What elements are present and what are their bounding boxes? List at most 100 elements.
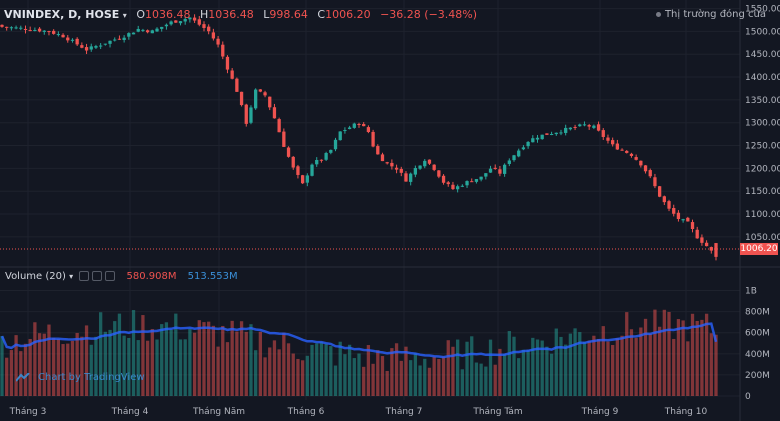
close-icon[interactable]	[105, 271, 116, 281]
volume-bar	[94, 336, 98, 396]
volume-bar	[291, 353, 295, 396]
candle-body	[211, 32, 216, 39]
volume-bar	[254, 350, 258, 396]
candle-body	[512, 155, 516, 161]
volume-bar	[695, 320, 699, 396]
price-tick-label: 1300.00	[745, 119, 780, 129]
candle-body	[300, 175, 305, 184]
volume-bar	[573, 328, 577, 396]
volume-bar	[70, 340, 75, 396]
symbol-label[interactable]: VNINDEX, D, HOSE	[4, 8, 120, 21]
volume-bar	[305, 355, 309, 396]
volume-bar	[592, 335, 596, 396]
volume-ma-line	[0, 322, 718, 359]
candle-body	[427, 159, 432, 164]
volume-bar	[310, 344, 314, 396]
volume-bar	[413, 353, 418, 396]
volume-bar	[183, 339, 187, 396]
time-tick-label: Tháng 3	[9, 407, 47, 417]
volume-bar	[704, 313, 709, 396]
candle-body	[399, 168, 403, 173]
market-status-text: Thị trường đóng cửa	[664, 9, 766, 20]
price-tick-label: 1500.00	[745, 27, 780, 37]
volume-bar	[564, 344, 568, 396]
volume-bar	[221, 325, 225, 396]
candle-body	[456, 186, 460, 190]
volume-bar	[249, 324, 253, 396]
volume-bar	[108, 329, 112, 396]
volume-bar	[9, 350, 14, 396]
candle-body	[99, 45, 103, 47]
volume-tick-label: 600M	[745, 329, 770, 339]
candle-body	[324, 153, 328, 160]
volume-bar	[493, 364, 497, 396]
candle-body	[657, 186, 662, 197]
candle-body	[84, 47, 89, 51]
volume-bar	[507, 331, 511, 396]
candle-body	[56, 34, 61, 36]
volume-bar	[225, 342, 230, 396]
change-value: −36.28 (−3.48%)	[380, 8, 478, 21]
volume-bar	[399, 360, 403, 396]
volume-bar	[531, 337, 535, 396]
candle-body	[258, 89, 262, 92]
candle-body	[625, 150, 629, 153]
volume-tick-label: 400M	[745, 350, 770, 360]
watermark[interactable]: Chart by TradingView	[16, 372, 145, 383]
candle-body	[535, 137, 540, 140]
candle-body	[545, 133, 549, 135]
price-tick-label: 1450.00	[745, 50, 780, 60]
candle-body	[47, 31, 51, 33]
candle-body	[33, 29, 37, 31]
volume-bar	[347, 344, 352, 396]
candle-body	[338, 131, 342, 141]
candle-body	[686, 217, 690, 222]
candle-body	[315, 160, 319, 165]
volume-bar	[441, 356, 446, 396]
candle-body	[479, 176, 483, 180]
volume-bar	[606, 341, 610, 396]
candle-body	[174, 20, 178, 23]
volume-bar	[512, 336, 516, 396]
candle-body	[103, 43, 107, 45]
chevron-down-icon[interactable]: ▾	[122, 11, 127, 20]
candle-body	[423, 160, 427, 167]
chevron-down-icon[interactable]: ▾	[69, 272, 74, 281]
volume-bar	[681, 320, 685, 396]
candle-body	[549, 133, 554, 135]
candlestick-series	[0, 14, 718, 261]
volume-bar	[371, 363, 375, 396]
volume-bar	[343, 354, 347, 396]
volume-bar	[244, 331, 248, 396]
low-label: L	[263, 8, 270, 21]
settings-icon[interactable]	[92, 271, 103, 281]
volume-bar	[456, 339, 460, 396]
volume-bar	[390, 348, 394, 396]
volume-bar	[66, 343, 70, 396]
candle-body	[66, 37, 70, 41]
volume-bar	[423, 358, 427, 396]
volume-label[interactable]: Volume (20)	[5, 271, 66, 282]
time-tick-label: Tháng Tám	[472, 407, 522, 417]
volume-bar	[376, 350, 380, 396]
eye-icon[interactable]	[79, 271, 90, 281]
volume-bar	[136, 340, 140, 396]
volume-bar	[42, 333, 46, 396]
candle-body	[0, 24, 4, 27]
candle-body	[19, 27, 23, 29]
price-tick-label: 1150.00	[745, 187, 780, 197]
volume-bar	[99, 312, 103, 396]
candle-body	[178, 21, 183, 24]
candle-body	[441, 175, 446, 183]
candle-body	[155, 28, 159, 32]
candle-body	[639, 160, 643, 166]
candle-body	[207, 26, 211, 32]
candle-body	[700, 237, 704, 243]
candle-body	[230, 70, 234, 79]
watermark-text: Chart by TradingView	[38, 372, 145, 383]
volume-bar	[296, 358, 300, 396]
volume-bar	[643, 318, 648, 396]
candle-body	[61, 34, 65, 38]
volume-bar	[437, 359, 441, 396]
